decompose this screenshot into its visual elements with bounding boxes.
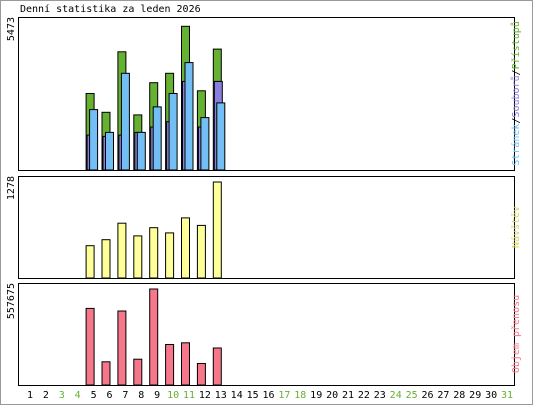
bar-stranek-day-8 (136, 131, 146, 171)
x-tick-day-23: 23 (374, 390, 386, 401)
bar-navstev-day-6 (101, 239, 111, 279)
bar-navstev-day-7 (117, 222, 127, 279)
bar-objem-day-8 (133, 358, 143, 386)
x-tick-day-15: 15 (247, 390, 259, 401)
x-tick-day-27: 27 (437, 390, 449, 401)
bar-stranek-day-9 (152, 106, 162, 171)
x-tick-day-18: 18 (294, 390, 306, 401)
x-tick-day-28: 28 (453, 390, 465, 401)
panel-plot-area (18, 176, 515, 279)
bar-objem-day-9 (149, 288, 159, 386)
x-tick-day-1: 1 (27, 390, 33, 401)
bar-objem-day-6 (101, 361, 111, 386)
x-axis-day-labels: 1 2 3 4 5 6 7 8 9 10 11 12 13 14 15 16 17 18 19 20 21 22 23 24 2… (27, 390, 513, 401)
bar-objem-day-11 (181, 342, 190, 386)
bar-stranek-day-7 (120, 72, 130, 171)
x-tick-day-19: 19 (310, 390, 322, 401)
x-tick-day-16: 16 (262, 390, 274, 401)
x-tick-day-2: 2 (43, 390, 49, 401)
panel-ymax-label: 5473 (6, 17, 17, 41)
bar-objem-day-13 (212, 347, 222, 386)
panel-3: 557675 Objem přenosu (6, 283, 522, 386)
bar-stranek-day-6 (105, 131, 114, 171)
x-tick-day-4: 4 (75, 390, 81, 401)
bar-stranek-day-11 (184, 62, 194, 171)
bar-stranek-day-12 (200, 117, 210, 171)
bar-navstev-day-11 (181, 217, 190, 279)
x-tick-day-7: 7 (122, 390, 128, 401)
x-tick-day-24: 24 (390, 390, 402, 401)
bar-navstev-day-13 (212, 181, 222, 279)
x-tick-day-13: 13 (215, 390, 227, 401)
x-tick-day-9: 9 (154, 390, 160, 401)
x-tick-day-3: 3 (59, 390, 65, 401)
bar-navstev-day-8 (133, 235, 143, 279)
chart-title: Denní statistika za leden 2026 (20, 3, 201, 15)
x-tick-day-6: 6 (106, 390, 112, 401)
chart-panels: 5473 Stránek/Souborů/Přístupů 1278 Návštěv 5… (6, 17, 522, 386)
bar-navstev-day-12 (196, 224, 206, 279)
x-tick-day-22: 22 (358, 390, 370, 401)
panel-ymax-label: 557675 (6, 283, 17, 319)
panel-legend-label: Stránek/Souborů/Přístupů (510, 21, 522, 166)
panel-plot-area (18, 17, 515, 171)
bar-stranek-day-5 (89, 109, 99, 171)
x-tick-day-10: 10 (167, 390, 179, 401)
x-tick-day-17: 17 (278, 390, 290, 401)
panel-legend-label: Návštěv (510, 206, 522, 248)
bar-objem-day-7 (117, 310, 127, 386)
panel-1: 5473 Stránek/Souborů/Přístupů (6, 17, 522, 171)
panel-plot-area (18, 283, 515, 386)
x-tick-day-30: 30 (485, 390, 497, 401)
x-tick-day-14: 14 (231, 390, 243, 401)
x-tick-day-26: 26 (421, 390, 433, 401)
bar-stranek-day-13 (216, 102, 226, 171)
panel-legend-label: Objem přenosu (510, 295, 522, 373)
bar-navstev-day-10 (165, 232, 175, 279)
x-tick-day-31: 31 (501, 390, 513, 401)
panel-2: 1278 Návštěv (6, 176, 522, 279)
bar-objem-day-10 (165, 344, 175, 386)
bar-navstev-day-9 (149, 227, 159, 279)
bar-stranek-day-10 (168, 93, 178, 171)
x-tick-day-29: 29 (469, 390, 481, 401)
x-tick-day-25: 25 (406, 390, 418, 401)
x-tick-day-20: 20 (326, 390, 338, 401)
bar-navstev-day-5 (85, 245, 95, 279)
x-tick-day-21: 21 (342, 390, 354, 401)
x-tick-day-5: 5 (91, 390, 97, 401)
x-tick-day-11: 11 (183, 390, 195, 401)
x-tick-day-8: 8 (138, 390, 144, 401)
panel-ymax-label: 1278 (6, 176, 17, 200)
bar-objem-day-12 (196, 363, 206, 386)
x-tick-day-12: 12 (199, 390, 211, 401)
bar-objem-day-5 (85, 307, 95, 386)
